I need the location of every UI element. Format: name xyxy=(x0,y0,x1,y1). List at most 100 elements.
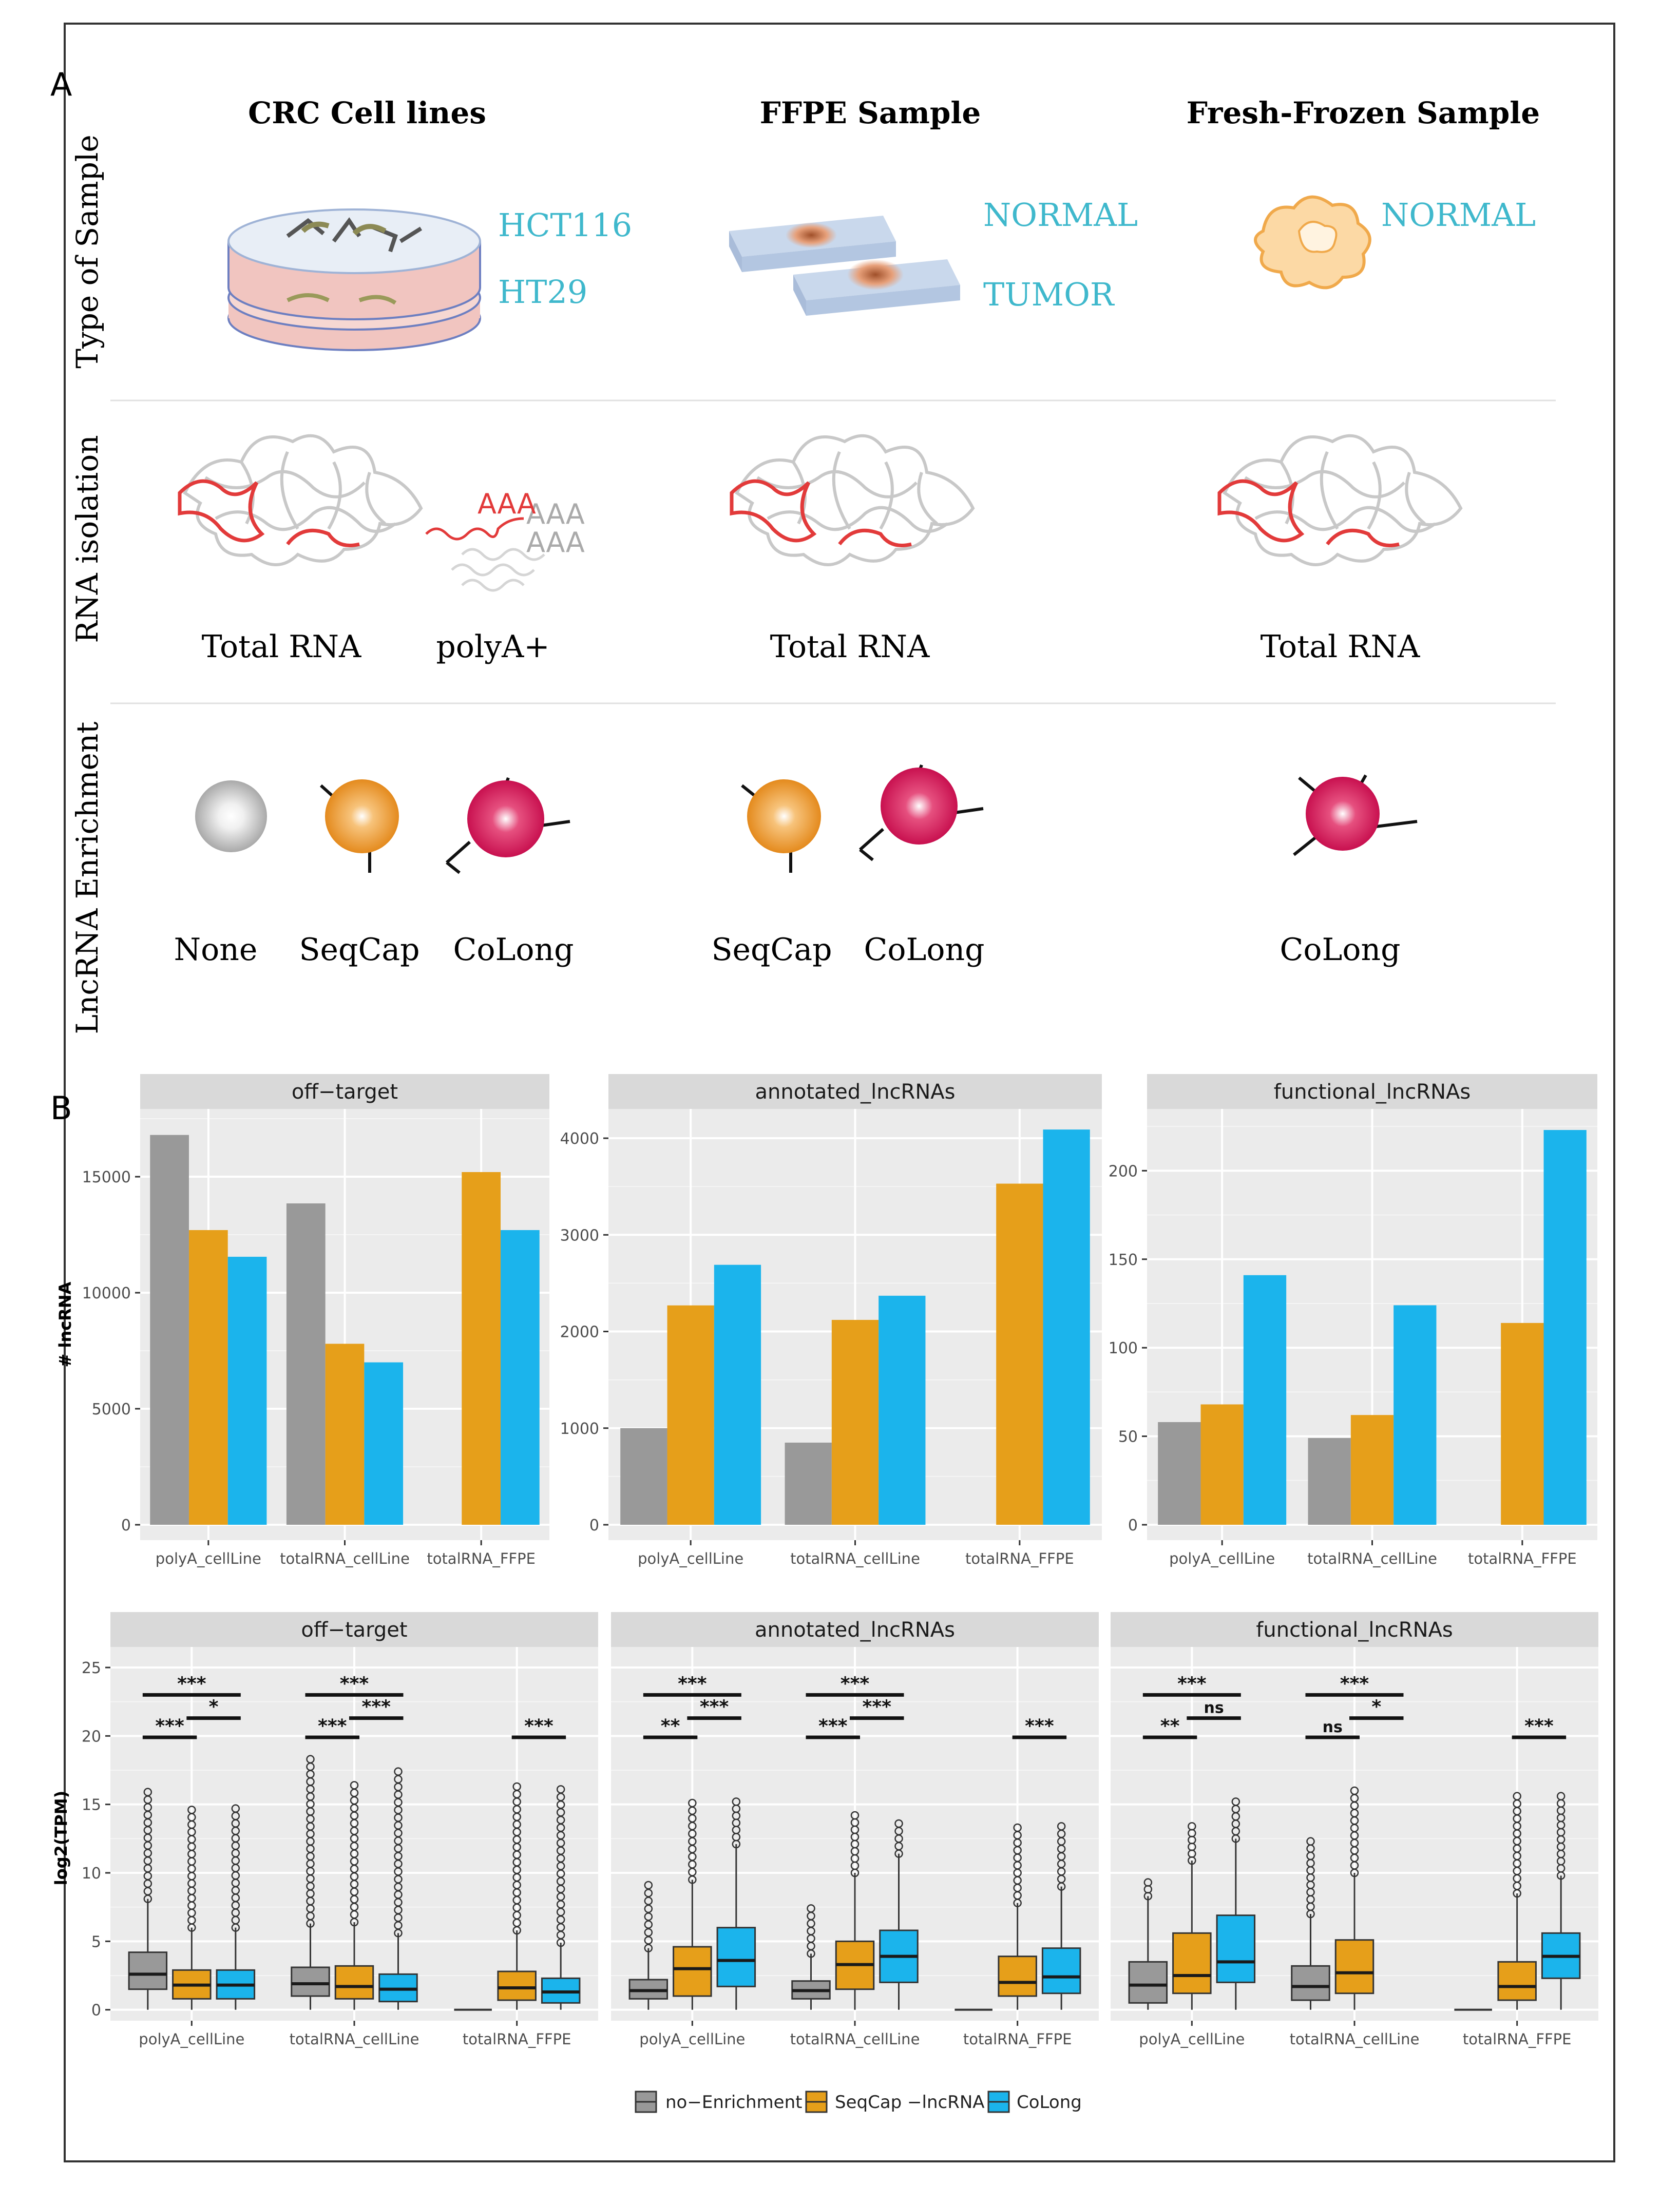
fresh-tissue-icon xyxy=(1254,195,1371,290)
significance-bracket: *** xyxy=(1142,1673,1241,1697)
facet-title: functional_lncRNAs xyxy=(1256,1618,1453,1642)
significance-label: *** xyxy=(1524,1716,1554,1737)
significance-label: *** xyxy=(318,1716,347,1737)
box-colong xyxy=(879,1819,919,2010)
box-no-enrichment xyxy=(1128,1878,1168,2010)
box-no-enrichment xyxy=(628,1881,669,2010)
y-axis-label: log2(TPM) xyxy=(51,1791,71,1886)
legend-swatch-no-enrichment-icon xyxy=(635,2091,657,2113)
rna-label-total: Total RNA xyxy=(202,629,361,665)
significance-label: *** xyxy=(340,1673,369,1694)
significance-label: *** xyxy=(863,1697,892,1718)
polya-rna-icon: AAA AAA AAA xyxy=(425,488,585,592)
svg-text:AAA: AAA xyxy=(526,526,585,559)
bead-seqcap-icon xyxy=(319,779,399,873)
bead-none-icon xyxy=(195,780,267,852)
box-colong xyxy=(1541,1792,1581,2010)
significance-bracket: *** xyxy=(1512,1716,1567,1739)
y-tick-label: 0 xyxy=(91,2002,101,2020)
rna-tangle-icon xyxy=(178,434,423,566)
bar-seqcap xyxy=(996,1183,1043,1525)
x-tick-label: totalRNA_FFPE xyxy=(965,1550,1074,1567)
x-tick-label: totalRNA_FFPE xyxy=(1468,1550,1577,1567)
fresh-normal-label: NORMAL xyxy=(1381,196,1536,234)
bar-no-enrichment xyxy=(1158,1422,1201,1525)
y-tick-label: 15000 xyxy=(82,1168,131,1186)
significance-label: *** xyxy=(155,1716,184,1737)
x-tick-label: totalRNA_FFPE xyxy=(963,2030,1072,2048)
significance-bracket: *** xyxy=(806,1716,860,1739)
y-tick-label: 4000 xyxy=(560,1130,599,1148)
box-colong xyxy=(1216,1797,1256,2010)
significance-label: *** xyxy=(1340,1673,1369,1694)
legend-label-colong: CoLong xyxy=(1017,2092,1082,2113)
bar-colong xyxy=(1543,1130,1587,1525)
x-tick-label: totalRNA_FFPE xyxy=(463,2030,571,2048)
y-tick-label: 100 xyxy=(1109,1339,1138,1357)
significance-label: *** xyxy=(362,1697,391,1718)
x-tick-label: polyA_cellLine xyxy=(139,2030,244,2048)
y-tick-label: 1000 xyxy=(560,1420,599,1438)
bar-no-enrichment xyxy=(1308,1438,1351,1525)
box-colong xyxy=(541,1785,581,2010)
bar-seqcap xyxy=(1200,1404,1244,1525)
bar-colong xyxy=(879,1295,926,1525)
significance-label: *** xyxy=(1025,1716,1054,1737)
box-colong xyxy=(716,1797,756,2010)
facet-strip xyxy=(140,1074,549,1109)
y-tick-label: 0 xyxy=(589,1517,599,1535)
significance-label: ns xyxy=(1323,1718,1343,1736)
significance-bracket: *** xyxy=(850,1697,904,1720)
row-label-type-of-sample: Type of Sample xyxy=(70,135,105,368)
rna-tangle-icon xyxy=(732,436,973,565)
enrichment-label-seqcap: SeqCap xyxy=(299,932,419,968)
cell-line-ht29: HT29 xyxy=(498,273,587,311)
box-panel-annotated-lncrnas: annotated_lncRNAs polyA_cellLine totalRNA_… xyxy=(611,1612,1099,2048)
box-seqcap xyxy=(1172,1822,1212,2010)
cell-line-hct116: HCT116 xyxy=(498,206,632,244)
bead-seqcap-icon xyxy=(741,779,821,873)
ffpe-slide-icon xyxy=(729,216,960,316)
enrichment-label-colong: CoLong xyxy=(453,932,574,968)
facet-title: off−target xyxy=(292,1080,398,1104)
bar-colong xyxy=(714,1264,761,1525)
bar-colong xyxy=(1043,1129,1090,1525)
facet-title: off−target xyxy=(301,1618,407,1642)
y-tick-label: 0 xyxy=(121,1517,131,1535)
bar-seqcap xyxy=(1350,1415,1394,1525)
box-panel-functional-lncrnas: functional_lncRNAs polyA_cellLine totalRNA… xyxy=(1111,1612,1598,2048)
significance-label: *** xyxy=(818,1716,848,1737)
bar-seqcap xyxy=(1501,1322,1544,1525)
facet-strip xyxy=(1111,1612,1598,1647)
enrichment-label-colong: CoLong xyxy=(1280,932,1400,968)
box-no-enrichment xyxy=(1291,1837,1330,2010)
header-fresh-frozen-sample: Fresh-Frozen Sample xyxy=(1187,95,1540,130)
y-tick-label: 5000 xyxy=(92,1401,131,1419)
box-chart: off−target 0 5 10 15 20 25 polyA_cellLine totalR… xyxy=(51,1612,1598,2048)
panel-a-label: A xyxy=(50,66,72,103)
box-panel-off-target: off−target 0 5 10 15 20 25 polyA_cellLine totalR… xyxy=(82,1612,598,2048)
box-no-enrichment xyxy=(291,1755,330,2010)
facet-strip xyxy=(1147,1074,1597,1109)
facet-strip xyxy=(611,1612,1099,1647)
significance-label: ** xyxy=(661,1716,680,1737)
legend-swatch-seqcap-icon xyxy=(805,2091,828,2113)
y-tick-label: 25 xyxy=(82,1659,101,1677)
bead-colong-icon xyxy=(1293,774,1418,856)
significance-bracket: *** xyxy=(1012,1716,1067,1739)
facet-title: annotated_lncRNAs xyxy=(755,1618,955,1642)
box-colong xyxy=(216,1804,256,2010)
box-seqcap xyxy=(673,1798,712,2010)
figure-frame xyxy=(64,23,1615,2162)
significance-bracket: *** xyxy=(305,1673,404,1697)
significance-label: *** xyxy=(524,1716,553,1737)
facet-strip xyxy=(608,1074,1102,1109)
box-seqcap xyxy=(835,1811,875,2010)
row-label-rna-isolation: RNA isolation xyxy=(70,435,105,643)
x-tick-label: polyA_cellLine xyxy=(639,2030,745,2048)
significance-bracket: *** xyxy=(349,1697,404,1720)
y-axis-label: # lncRNA xyxy=(55,1281,75,1367)
y-tick-label: 15 xyxy=(82,1796,101,1814)
x-tick-label: totalRNA_FFPE xyxy=(427,1550,536,1567)
